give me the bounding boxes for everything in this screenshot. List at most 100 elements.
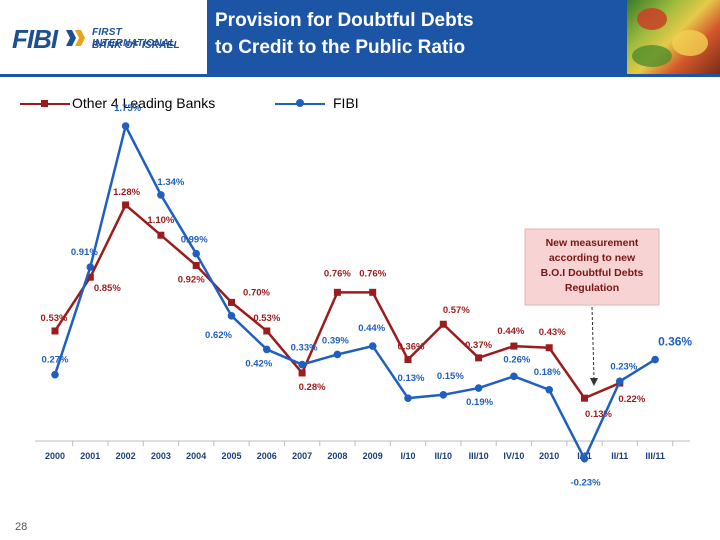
page-number: 28 bbox=[15, 521, 28, 533]
data-point-fibi bbox=[368, 342, 377, 350]
slide-title-line1: Provision for Doubtful Debts bbox=[215, 10, 474, 31]
data-label-fibi: -0.23% bbox=[570, 478, 601, 489]
data-point-other4 bbox=[510, 342, 518, 350]
data-point-other4 bbox=[404, 356, 412, 364]
data-label-fibi: 0.99% bbox=[181, 235, 208, 246]
x-tick-label: IV/10 bbox=[503, 451, 524, 461]
x-tick-label: 2003 bbox=[151, 451, 171, 461]
x-tick-label: 2008 bbox=[327, 451, 347, 461]
data-label-fibi: 0.19% bbox=[466, 397, 493, 408]
logo-chevron-icon bbox=[66, 30, 85, 46]
data-point-other4 bbox=[475, 354, 483, 362]
data-point-fibi bbox=[121, 122, 130, 130]
data-point-other4 bbox=[369, 288, 377, 296]
slide-title-line2: to Credit to the Public Ratio bbox=[215, 37, 466, 58]
data-label-other4: 0.37% bbox=[465, 340, 492, 351]
data-label-other4: 1.10% bbox=[147, 215, 174, 226]
data-point-fibi bbox=[333, 350, 342, 359]
x-tick-label: III/11 bbox=[645, 451, 665, 461]
data-point-other4 bbox=[333, 288, 341, 296]
data-point-fibi bbox=[616, 377, 624, 386]
legend-label-fibi: FIBI bbox=[333, 95, 359, 111]
data-label-other4: 0.28% bbox=[299, 382, 326, 393]
slide-header: FIBI FIRST INTERNATIONAL BANK OF ISRAEL … bbox=[0, 0, 720, 77]
data-point-fibi bbox=[86, 263, 95, 271]
data-point-other4 bbox=[581, 394, 588, 402]
x-tick-label: 2000 bbox=[45, 451, 65, 461]
data-point-fibi bbox=[510, 372, 518, 381]
legend-marker-circle-icon bbox=[296, 99, 304, 107]
series-line-fibi bbox=[53, 124, 656, 460]
data-label-other4: 0.85% bbox=[94, 283, 121, 294]
data-label-fibi: 1.34% bbox=[157, 177, 184, 188]
x-tick-label: 2005 bbox=[221, 451, 241, 461]
data-point-fibi bbox=[404, 394, 412, 402]
data-label-other4: 0.43% bbox=[539, 327, 566, 338]
data-label-fibi: 0.15% bbox=[437, 371, 464, 382]
annotation-text: B.O.I Doubtful Debts bbox=[541, 267, 644, 279]
data-label-other4: 0.44% bbox=[497, 326, 524, 337]
data-point-other4 bbox=[228, 298, 235, 306]
data-label-other4: 0.76% bbox=[359, 268, 386, 279]
x-tick-label: 2006 bbox=[257, 451, 277, 461]
logo-bank-name-line1: FIRST INTERNATIONAL bbox=[92, 27, 176, 49]
data-point-other4 bbox=[545, 344, 553, 352]
x-tick-label: 2002 bbox=[116, 451, 136, 461]
data-label-fibi: 0.18% bbox=[534, 367, 561, 378]
data-label-other4: 0.57% bbox=[443, 305, 470, 316]
data-label-fibi: 0.27% bbox=[42, 355, 69, 366]
data-label-other4: 0.22% bbox=[618, 394, 645, 405]
data-label-other4: 1.28% bbox=[113, 187, 140, 198]
data-label-other4: 0.53% bbox=[253, 313, 280, 324]
data-label-fibi: 0.42% bbox=[245, 358, 272, 369]
data-point-fibi bbox=[157, 191, 165, 199]
header-divider bbox=[0, 74, 720, 77]
title-bar: Provision for Doubtful Debts to Credit t… bbox=[207, 0, 627, 74]
annotation-arrow bbox=[591, 306, 595, 379]
data-label-other4: 0.92% bbox=[178, 274, 205, 285]
header-photo bbox=[627, 0, 720, 74]
data-point-other4 bbox=[263, 327, 271, 335]
data-label-fibi: 0.36% bbox=[658, 335, 692, 349]
annotation-box bbox=[524, 228, 660, 306]
data-label-other4: 0.70% bbox=[243, 287, 270, 298]
data-point-other4 bbox=[51, 327, 59, 335]
data-label-other4: 0.13% bbox=[585, 409, 612, 420]
annotation-arrowhead bbox=[590, 378, 598, 386]
data-label-fibi: 0.44% bbox=[358, 323, 385, 334]
x-tick-label: 2004 bbox=[186, 451, 206, 461]
x-tick-label: II/10 bbox=[435, 451, 453, 461]
data-label-other4: 0.36% bbox=[398, 342, 425, 353]
x-tick-label: I/10 bbox=[400, 451, 415, 461]
data-point-other4 bbox=[192, 261, 200, 269]
data-point-fibi bbox=[51, 370, 59, 379]
data-point-fibi bbox=[263, 345, 271, 354]
data-label-fibi: 0.62% bbox=[205, 330, 232, 341]
data-label-fibi: 0.91% bbox=[71, 247, 98, 258]
data-point-other4 bbox=[122, 201, 130, 209]
data-point-fibi bbox=[651, 355, 659, 364]
x-tick-label: III/10 bbox=[469, 451, 489, 461]
data-point-other4 bbox=[86, 273, 94, 281]
annotation-text: according to new bbox=[549, 252, 636, 264]
data-point-fibi bbox=[439, 391, 448, 399]
data-point-fibi bbox=[580, 454, 589, 463]
logo-wordmark: FIBI bbox=[12, 24, 58, 54]
data-label-other4: 0.53% bbox=[41, 313, 68, 324]
data-label-fibi: 0.13% bbox=[398, 373, 425, 384]
data-label-fibi: 1.75% bbox=[114, 103, 141, 114]
data-label-other4: 0.76% bbox=[324, 268, 351, 279]
x-tick-label: 2009 bbox=[363, 451, 383, 461]
x-tick-label: 2001 bbox=[80, 451, 100, 461]
data-label-fibi: 0.26% bbox=[503, 354, 530, 365]
data-label-fibi: 0.39% bbox=[322, 335, 349, 346]
annotation-text: New measurement bbox=[546, 237, 639, 249]
bank-logo: FIBI FIRST INTERNATIONAL BANK OF ISRAEL bbox=[0, 0, 205, 74]
data-point-fibi bbox=[298, 360, 306, 369]
data-point-fibi bbox=[192, 249, 200, 258]
data-point-other4 bbox=[439, 320, 447, 328]
logo-bank-name-line2: BANK OF ISRAEL bbox=[92, 40, 180, 51]
data-point-fibi bbox=[474, 384, 483, 392]
data-point-other4 bbox=[157, 231, 165, 239]
data-point-fibi bbox=[227, 312, 236, 320]
